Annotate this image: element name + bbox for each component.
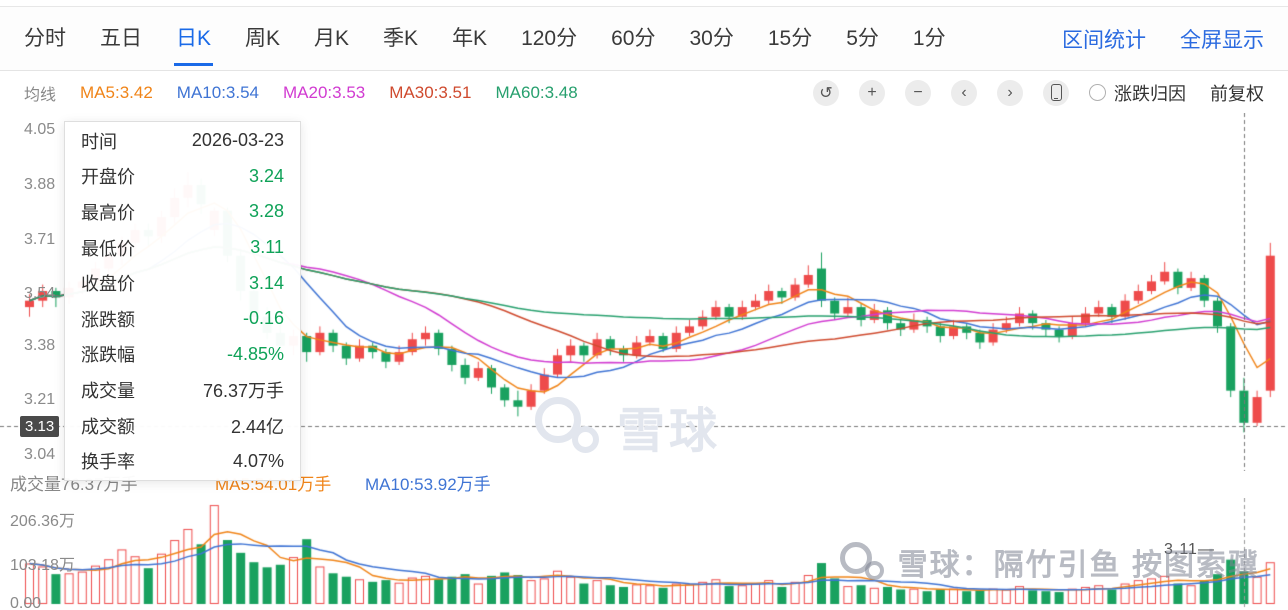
period-tabbar: 分时 五日 日K 周K 月K 季K 年K 120分 60分 30分 15分 5分 1分 区间统计 全屏显… — [0, 6, 1288, 71]
tooltip-label: 最低价 — [81, 238, 135, 259]
tooltip-row: 换手率 4.07% — [65, 443, 300, 479]
tooltip-row: 涨跌幅 -4.85% — [65, 337, 300, 373]
volume-chart[interactable]: 206.36万 103.18万 0.00 — [0, 498, 1288, 610]
tooltip-row: 涨跌额 -0.16 — [65, 301, 300, 337]
tooltip-row: 最低价 3.11 — [65, 230, 300, 266]
zoom-in-button[interactable]: + — [859, 79, 885, 106]
tooltip-label: 成交额 — [81, 416, 135, 437]
low-price-annotation: 3.11— — [1164, 541, 1215, 558]
price-axis-label: 3.04 — [24, 445, 56, 463]
period-tab-6[interactable]: 年K — [452, 27, 488, 50]
price-adjustment-mode[interactable]: 前复权 — [1210, 83, 1264, 104]
ma-legend: MA5:3.42 MA10:3.54 MA20:3.53 MA30:3.51 MA60:… — [80, 83, 578, 103]
period-tab-11[interactable]: 5分 — [846, 27, 879, 50]
attribution-label: 涨跌归因 — [1114, 83, 1186, 104]
tooltip-value: 3.11 — [250, 237, 284, 258]
price-axis-label: 3.21 — [24, 391, 56, 409]
tooltip-row: 最高价 3.28 — [65, 194, 300, 230]
tooltip-value: 2.44亿 — [230, 416, 284, 437]
range-stats-link[interactable]: 区间统计 — [1062, 28, 1146, 52]
period-tab-10[interactable]: 15分 — [767, 27, 813, 50]
period-tab-8[interactable]: 60分 — [611, 27, 656, 50]
volume-canvas[interactable] — [0, 498, 1288, 610]
tooltip-value: 76.37万手 — [202, 380, 284, 401]
tooltip-row: 成交额 2.44亿 — [65, 408, 300, 444]
next-button[interactable]: › — [997, 79, 1023, 106]
radio-icon[interactable] — [1089, 84, 1106, 101]
tooltip-label: 时间 — [81, 131, 117, 152]
price-axis-label: 3.38 — [24, 336, 56, 354]
prev-button[interactable]: ‹ — [951, 79, 977, 106]
tooltip-value: -4.85% — [226, 343, 284, 364]
period-tab-3[interactable]: 周K — [245, 27, 281, 50]
period-tab-2[interactable]: 日K — [173, 7, 214, 70]
attribution-toggle[interactable]: 涨跌归因 — [1089, 80, 1186, 106]
tooltip-value: 4.07% — [232, 450, 284, 471]
volume-axis-label: 206.36万 — [10, 513, 75, 530]
price-axis-label: 4.05 — [24, 121, 56, 139]
period-tab-1[interactable]: 五日 — [100, 27, 142, 50]
zoom-out-button[interactable]: − — [905, 79, 931, 106]
period-tab-9[interactable]: 30分 — [689, 27, 734, 50]
volume-axis-label: 103.18万 — [10, 557, 75, 574]
tooltip-value: -0.16 — [242, 308, 284, 329]
mobile-icon — [1050, 84, 1062, 101]
ma-legend-0: MA5:3.42 — [80, 82, 153, 102]
tooltip-value: 3.24 — [248, 165, 284, 186]
price-axis-label: 3.88 — [24, 175, 56, 193]
period-tab-0[interactable]: 分时 — [24, 27, 66, 50]
volume-axis-label: 0.00 — [10, 595, 42, 610]
tooltip-label: 成交量 — [81, 380, 135, 401]
toolbar-buttons: ↺ + − ‹ › — [813, 79, 1069, 106]
period-tab-7[interactable]: 120分 — [521, 27, 578, 50]
tooltip-value: 3.28 — [248, 201, 284, 222]
tooltip-value: 2026-03-23 — [191, 130, 284, 151]
period-tab-4[interactable]: 月K — [314, 27, 350, 50]
tooltip-row: 开盘价 3.24 — [65, 159, 300, 195]
candle-tooltip: 时间 2026-03-23 开盘价 3.24 最高价 3.28 最低价 3.11 收盘价 3.14… — [64, 121, 301, 481]
tooltip-label: 收盘价 — [81, 274, 135, 295]
ma-legend-4: MA60:3.48 — [495, 82, 578, 102]
crosshair-price-badge: 3.13 — [20, 416, 60, 437]
period-tab-12[interactable]: 1分 — [912, 27, 946, 50]
ma-legend-title: 均线 — [24, 86, 57, 104]
tooltip-row: 收盘价 3.14 — [65, 265, 300, 301]
tooltip-value: 3.14 — [248, 272, 284, 293]
price-axis-label: 3.71 — [24, 230, 56, 248]
tooltip-label: 最高价 — [81, 202, 135, 223]
fullscreen-link[interactable]: 全屏显示 — [1180, 28, 1264, 52]
indicator-bar: 均线 MA5:3.42 MA10:3.54 MA20:3.53 MA30:3.51 MA… — [0, 72, 1288, 113]
tooltip-row: 成交量 76.37万手 — [65, 372, 300, 408]
ma-legend-1: MA10:3.54 — [176, 82, 260, 102]
volume-ma10-label: MA10:53.92万手 — [365, 475, 491, 494]
tooltip-row: 时间 2026-03-23 — [65, 123, 300, 159]
ma-legend-3: MA30:3.51 — [389, 82, 472, 102]
ma-legend-2: MA20:3.53 — [283, 82, 366, 102]
tooltip-label: 开盘价 — [81, 167, 135, 188]
tabbar-links: 区间统计 全屏显示 — [1062, 24, 1264, 54]
chart-toolbar: ↺ + − ‹ › 涨跌归因 前复权 — [813, 79, 1264, 106]
tooltip-label: 涨跌幅 — [81, 345, 135, 366]
undo-button[interactable]: ↺ — [813, 79, 839, 106]
tooltip-label: 换手率 — [81, 452, 135, 473]
period-tabs: 分时 五日 日K 周K 月K 季K 年K 120分 60分 30分 15分 5分 1分 — [24, 7, 946, 70]
price-axis-label: 3.54 — [24, 285, 56, 303]
mobile-button[interactable] — [1043, 79, 1069, 106]
period-tab-5[interactable]: 季K — [383, 27, 419, 50]
tooltip-label: 涨跌额 — [81, 309, 135, 330]
